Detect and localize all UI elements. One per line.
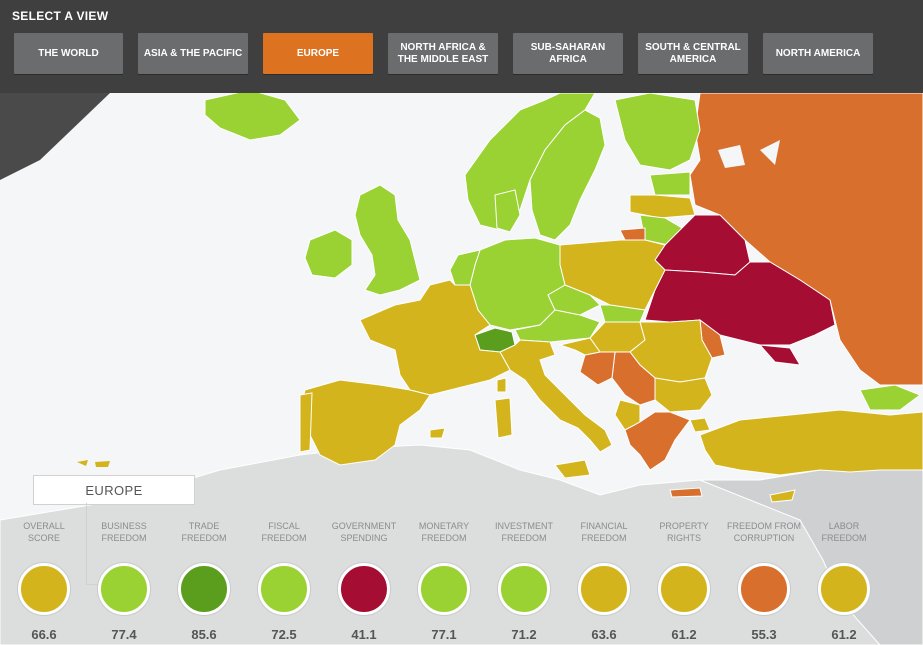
indicator-label: LABOR FREEDOM (821, 521, 867, 543)
indicator-label: FISCAL FREEDOM (261, 521, 307, 543)
indicator-government-spending[interactable]: GOVERNMENT SPENDING 41.1 (324, 520, 404, 642)
region-selector-bar: SELECT A VIEW THE WORLD ASIA & THE PACIF… (0, 0, 923, 93)
indicator-circle (818, 563, 870, 615)
indicator-circle (18, 563, 70, 615)
view-button-sub-saharan-africa[interactable]: SUB-SAHARAN AFRICA (513, 33, 623, 74)
indicator-label: INVESTMENT FREEDOM (494, 521, 553, 543)
indicator-value: 66.6 (31, 627, 57, 642)
indicator-circle (178, 563, 230, 615)
selected-region-label: EUROPE (33, 475, 195, 505)
indicator-value: 72.5 (271, 627, 297, 642)
indicator-label: TRADE FREEDOM (181, 521, 227, 543)
indicator-trade-freedom[interactable]: TRADE FREEDOM 85.6 (164, 520, 244, 642)
indicator-circle (658, 563, 710, 615)
indicator-overall-score[interactable]: OVERALL SCORE 66.6 (4, 520, 84, 642)
indicator-freedom-from-corruption[interactable]: FREEDOM FROM CORRUPTION 55.3 (724, 520, 804, 642)
indicator-fiscal-freedom[interactable]: FISCAL FREEDOM 72.5 (244, 520, 324, 642)
indicator-circle (418, 563, 470, 615)
indicator-value: 63.6 (591, 627, 617, 642)
indicator-value: 61.2 (831, 627, 857, 642)
indicator-label: FREEDOM FROM CORRUPTION (727, 521, 801, 543)
region-connector-line (86, 503, 87, 585)
indicator-value: 77.4 (111, 627, 137, 642)
select-view-title: SELECT A VIEW (12, 9, 109, 23)
indicator-label: BUSINESS FREEDOM (101, 521, 147, 543)
indicator-label: OVERALL SCORE (23, 521, 65, 543)
indicator-financial-freedom[interactable]: FINANCIAL FREEDOM 63.6 (564, 520, 644, 642)
indicator-value: 61.2 (671, 627, 697, 642)
indicator-value: 77.1 (431, 627, 457, 642)
indicator-circle (338, 563, 390, 615)
region-connector-tick (86, 584, 100, 585)
view-button-asia-pacific[interactable]: ASIA & THE PACIFIC (138, 33, 248, 74)
indicator-label: MONETARY FREEDOM (418, 521, 470, 543)
view-button-south-central-america[interactable]: SOUTH & CENTRAL AMERICA (638, 33, 748, 74)
view-button-north-america[interactable]: NORTH AMERICA (763, 33, 873, 74)
europe-map (0, 93, 923, 645)
indicator-label: GOVERNMENT SPENDING (331, 521, 397, 543)
indicator-circle (98, 563, 150, 615)
indicator-property-rights[interactable]: PROPERTY RIGHTS 61.2 (644, 520, 724, 642)
indicator-labor-freedom[interactable]: LABOR FREEDOM 61.2 (804, 520, 884, 642)
indicator-monetary-freedom[interactable]: MONETARY FREEDOM 77.1 (404, 520, 484, 642)
indicator-business-freedom[interactable]: BUSINESS FREEDOM 77.4 (84, 520, 164, 642)
view-button-north-africa-middle-east[interactable]: NORTH AFRICA & THE MIDDLE EAST (388, 33, 498, 74)
indicator-value: 41.1 (351, 627, 377, 642)
view-button-europe[interactable]: EUROPE (263, 33, 373, 74)
indicator-label: PROPERTY RIGHTS (659, 521, 709, 543)
indicator-value: 55.3 (751, 627, 777, 642)
indicator-circle (498, 563, 550, 615)
indicator-circle (738, 563, 790, 615)
indicator-value: 85.6 (191, 627, 217, 642)
indicator-label: FINANCIAL FREEDOM (580, 521, 628, 543)
view-button-the-world[interactable]: THE WORLD (14, 33, 123, 74)
indicator-circle (578, 563, 630, 615)
indicator-value: 71.2 (511, 627, 537, 642)
indicator-circle (258, 563, 310, 615)
indicator-investment-freedom[interactable]: INVESTMENT FREEDOM 71.2 (484, 520, 564, 642)
